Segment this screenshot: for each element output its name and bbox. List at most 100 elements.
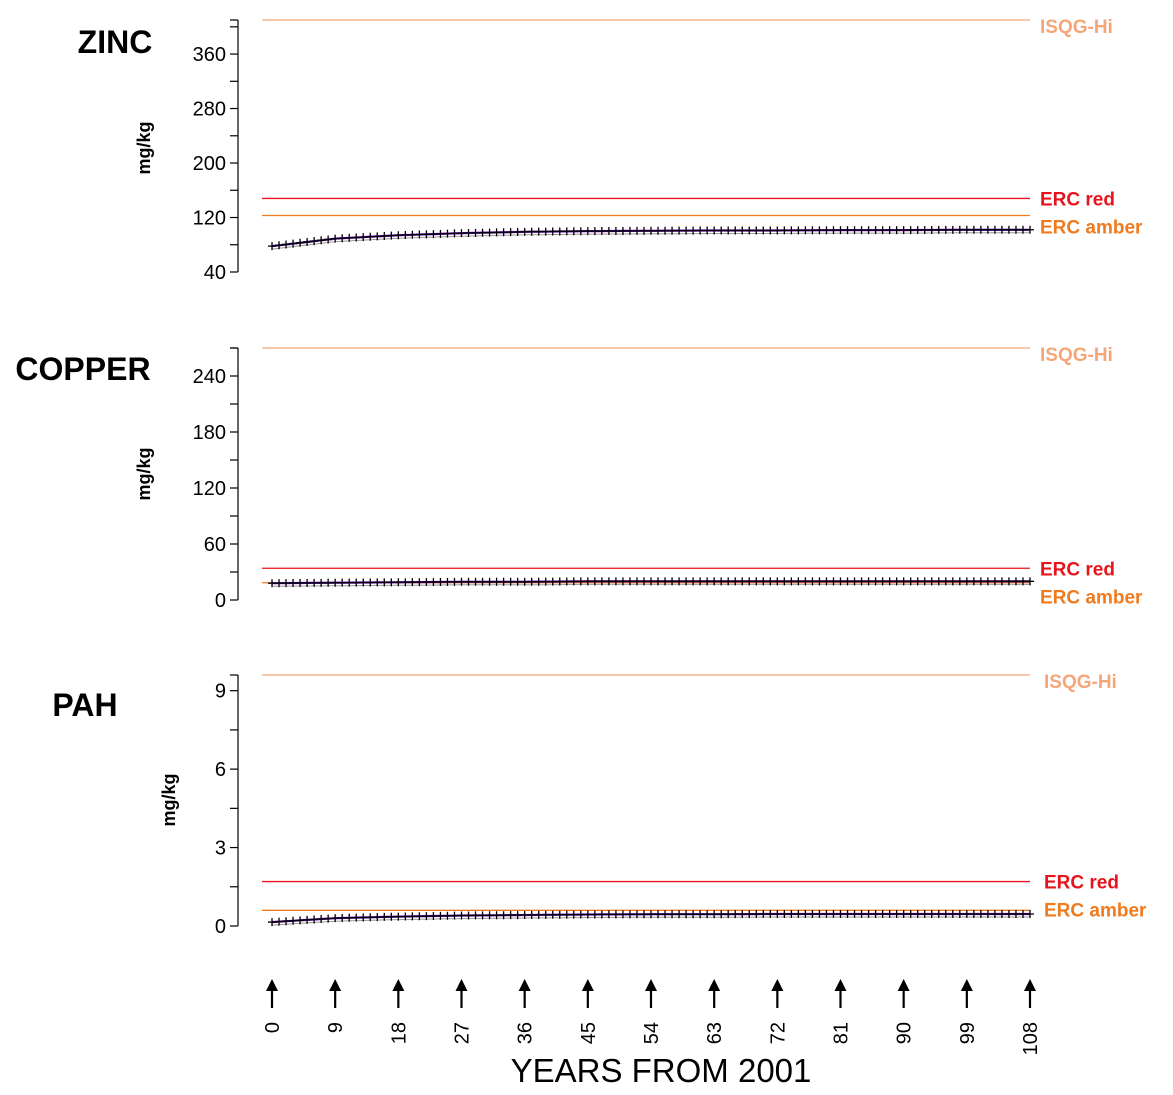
data-point-marker [310, 237, 319, 246]
data-point-marker [850, 226, 859, 235]
data-point-marker [611, 910, 620, 919]
data-point-marker [422, 578, 431, 587]
data-point-marker [562, 227, 571, 236]
data-point-marker [745, 577, 754, 586]
data-point-marker [1018, 909, 1027, 918]
data-point-marker [976, 909, 985, 918]
data-point-marker [506, 228, 515, 237]
data-point-marker [422, 912, 431, 921]
x-tick-label: 9 [325, 1022, 347, 1033]
x-tick-arrowhead [518, 979, 531, 991]
data-point-marker [892, 577, 901, 586]
data-point-marker [745, 910, 754, 919]
data-point-marker [331, 914, 340, 923]
data-point-marker [471, 911, 480, 920]
data-point-marker [948, 909, 957, 918]
data-point-marker [808, 909, 817, 918]
data-point-marker [710, 577, 719, 586]
data-point-marker [366, 232, 375, 241]
data-point-marker [492, 911, 501, 920]
panel-zinc: ZINC mg/kg 40 120 200 280 360 ISQG-Hi ERC red ERC… [78, 17, 1143, 284]
data-point-marker [569, 227, 578, 236]
data-point-marker [450, 229, 459, 238]
data-point-marker [310, 578, 319, 587]
data-point-marker [534, 910, 543, 919]
data-point-marker [625, 910, 634, 919]
data-point-marker [948, 577, 957, 586]
data-point-marker [871, 909, 880, 918]
data-point-marker [478, 228, 487, 237]
x-tick-arrowhead [645, 979, 657, 991]
data-point-marker [955, 577, 964, 586]
data-point-marker [625, 226, 634, 235]
data-point-marker [282, 917, 291, 926]
data-point-marker [380, 578, 389, 587]
data-point-marker [583, 227, 592, 236]
data-point-marker [780, 909, 789, 918]
data-point-marker [787, 909, 796, 918]
data-point-marker [969, 577, 978, 586]
data-point-marker [1011, 225, 1020, 234]
data-point-marker [590, 227, 599, 236]
data-point-marker [878, 226, 887, 235]
data-point-marker [562, 910, 571, 919]
data-point-marker [478, 911, 487, 920]
data-point-marker [296, 238, 305, 247]
data-point-marker [429, 912, 438, 921]
data-point-marker [1026, 909, 1034, 918]
data-point-marker [1018, 225, 1027, 234]
data-point-marker [373, 232, 382, 241]
y-axis-label: mg/kg [134, 447, 154, 500]
data-point-marker [752, 577, 761, 586]
data-point-marker [576, 577, 585, 586]
data-point-marker [275, 241, 284, 250]
data-point-marker [983, 225, 992, 234]
data-point-marker [583, 910, 592, 919]
data-point-marker [934, 909, 943, 918]
data-point-marker [415, 912, 424, 921]
y-tick-label: 240 [193, 366, 226, 388]
x-tick-arrowhead [1024, 979, 1036, 991]
data-point-marker [682, 910, 691, 919]
data-point-marker [345, 913, 354, 922]
data-point-marker [457, 229, 466, 238]
panel-title: ZINC [78, 24, 153, 60]
data-point-marker [590, 910, 599, 919]
data-point-marker [268, 242, 276, 251]
data-point-marker [485, 911, 494, 920]
data-point-marker [794, 909, 803, 918]
data-point-marker [682, 226, 691, 235]
x-tick-arrowhead [771, 979, 784, 991]
data-point-marker [443, 577, 452, 586]
reference-label-erc-amber: ERC amber [1040, 587, 1143, 608]
panel-title: COPPER [15, 351, 150, 387]
data-point-marker [920, 226, 929, 234]
data-point-marker [366, 578, 375, 587]
data-point-marker [604, 577, 613, 586]
data-point-marker [429, 578, 438, 587]
reference-label-erc-amber: ERC amber [1040, 217, 1143, 238]
data-point-marker [373, 578, 382, 587]
data-point-marker [689, 226, 698, 235]
data-point-marker [268, 918, 276, 927]
reference-label-isqg-hi: ISQG-Hi [1044, 672, 1117, 693]
data-point-marker [878, 577, 887, 586]
data-point-marker [759, 910, 768, 919]
data-point-marker [962, 225, 971, 234]
data-point-marker [597, 227, 606, 236]
data-point-marker [997, 225, 1006, 234]
data-point-marker [829, 577, 838, 586]
data-point-marker [450, 577, 459, 586]
panel-copper: COPPER mg/kg 0 60 120 180 240 ISQG-Hi ERC red ERC… [15, 345, 1143, 612]
data-point-marker [618, 910, 627, 919]
data-point-marker [310, 915, 319, 924]
data-point-marker [324, 578, 333, 587]
data-point-marker [717, 577, 726, 586]
data-point-marker [513, 577, 522, 586]
data-point-marker [801, 577, 810, 586]
data-point-marker [443, 911, 452, 920]
data-point-marker [759, 226, 768, 235]
data-point-marker [1026, 577, 1034, 586]
y-tick-label: 120 [193, 208, 226, 230]
x-tick-arrowhead [708, 979, 721, 991]
